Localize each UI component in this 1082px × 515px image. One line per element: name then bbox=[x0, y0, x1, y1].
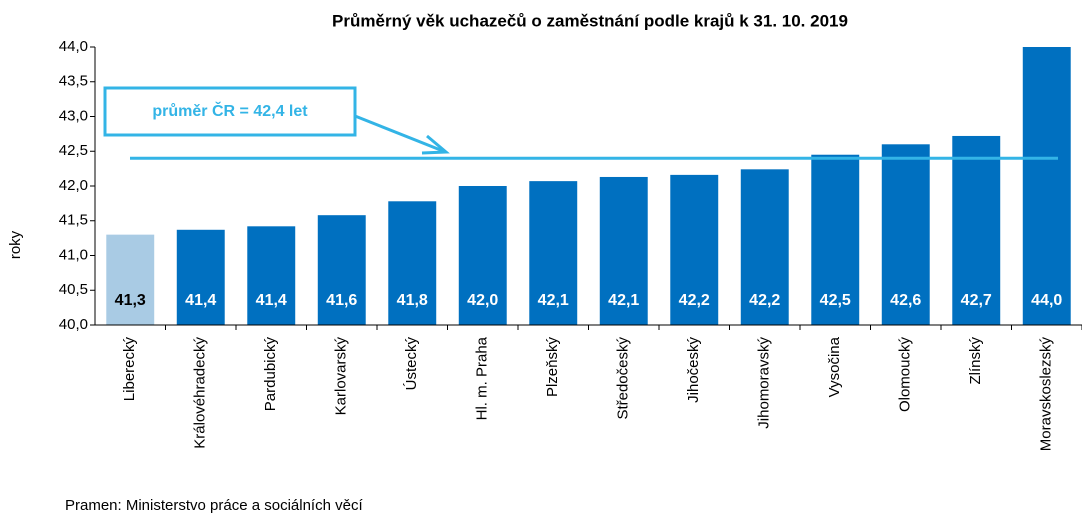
value-label: 42,1 bbox=[538, 292, 569, 309]
x-tick-label: Vysočina bbox=[826, 336, 843, 397]
value-label: 42,0 bbox=[467, 292, 498, 309]
y-tick-label: 43,0 bbox=[59, 107, 88, 124]
x-tick-label: Pardubický bbox=[262, 337, 279, 412]
x-tick-label: Hl. m. Praha bbox=[474, 336, 491, 420]
y-tick-label: 40,0 bbox=[59, 316, 88, 333]
x-tick-label: Plzeňský bbox=[544, 337, 561, 398]
value-label: 42,5 bbox=[820, 292, 851, 309]
bar bbox=[529, 181, 578, 325]
value-label: 42,2 bbox=[679, 292, 710, 309]
bar bbox=[1022, 47, 1071, 325]
x-tick-label: Královéhradecký bbox=[192, 337, 209, 449]
bar bbox=[317, 215, 366, 325]
value-label: 42,7 bbox=[961, 292, 992, 309]
bar bbox=[952, 135, 1001, 325]
value-label: 42,1 bbox=[608, 292, 639, 309]
x-tick-label: Karlovarský bbox=[333, 337, 350, 416]
value-label: 42,2 bbox=[749, 292, 780, 309]
y-tick-label: 43,5 bbox=[59, 73, 88, 90]
y-tick-label: 41,5 bbox=[59, 212, 88, 229]
bar bbox=[881, 144, 930, 325]
bar bbox=[599, 176, 648, 325]
value-label: 41,8 bbox=[397, 292, 428, 309]
annotation-box bbox=[103, 86, 357, 137]
y-tick-label: 40,5 bbox=[59, 281, 88, 298]
bar bbox=[458, 186, 507, 325]
x-tick-label: Zlínský bbox=[967, 337, 984, 385]
value-label: 41,3 bbox=[115, 292, 146, 309]
value-label: 42,6 bbox=[890, 292, 921, 309]
x-tick-label: Jihomoravský bbox=[756, 337, 773, 429]
x-tick-label: Liberecký bbox=[121, 337, 138, 402]
value-label: 44,0 bbox=[1031, 292, 1062, 309]
bar bbox=[811, 154, 860, 325]
x-tick-label: Moravskoslezský bbox=[1038, 337, 1055, 452]
annotation: průměr ČR = 42,4 let bbox=[152, 101, 308, 120]
y-tick-label: 42,0 bbox=[59, 177, 88, 194]
y-tick-label: 41,0 bbox=[59, 246, 88, 263]
x-tick-label: Středočeský bbox=[615, 337, 632, 420]
value-label: 41,4 bbox=[256, 292, 287, 309]
bar bbox=[106, 234, 155, 325]
bar bbox=[176, 229, 225, 325]
y-tick-label: 44,0 bbox=[59, 38, 88, 55]
annotation-arrow bbox=[354, 114, 444, 153]
chart-title: Průměrný věk uchazečů o zaměstnání podle… bbox=[332, 11, 848, 30]
x-tick-label: Jihočeský bbox=[685, 337, 702, 403]
value-label: 41,6 bbox=[326, 292, 357, 309]
bar bbox=[247, 226, 296, 325]
y-tick-label: 42,5 bbox=[59, 142, 88, 159]
bar bbox=[670, 174, 719, 325]
x-tick-label: Ústecký bbox=[403, 337, 420, 391]
source-note: Pramen: Ministerstvo práce a sociálních … bbox=[65, 497, 363, 514]
value-label: 41,4 bbox=[185, 292, 216, 309]
x-tick-label: Olomoucký bbox=[897, 337, 914, 413]
bar bbox=[740, 169, 789, 325]
y-axis-label: roky bbox=[7, 230, 24, 259]
arrow-head bbox=[421, 134, 450, 155]
bar bbox=[388, 201, 437, 325]
